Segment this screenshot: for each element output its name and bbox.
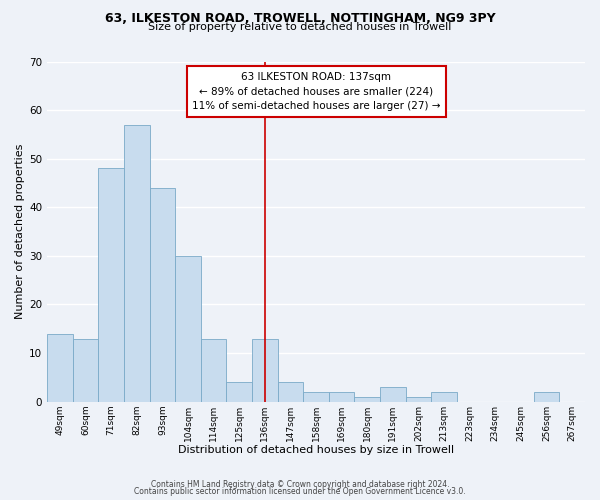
Bar bbox=[380, 387, 406, 402]
Bar bbox=[431, 392, 457, 402]
Bar bbox=[303, 392, 329, 402]
Bar bbox=[149, 188, 175, 402]
Text: 63, ILKESTON ROAD, TROWELL, NOTTINGHAM, NG9 3PY: 63, ILKESTON ROAD, TROWELL, NOTTINGHAM, … bbox=[104, 12, 496, 26]
Bar bbox=[201, 338, 226, 402]
Bar bbox=[329, 392, 355, 402]
Bar bbox=[47, 334, 73, 402]
Bar bbox=[406, 397, 431, 402]
Text: Contains HM Land Registry data © Crown copyright and database right 2024.: Contains HM Land Registry data © Crown c… bbox=[151, 480, 449, 489]
Bar bbox=[278, 382, 303, 402]
Text: Size of property relative to detached houses in Trowell: Size of property relative to detached ho… bbox=[148, 22, 452, 32]
Bar bbox=[534, 392, 559, 402]
Bar bbox=[175, 256, 201, 402]
Text: 63 ILKESTON ROAD: 137sqm
← 89% of detached houses are smaller (224)
11% of semi-: 63 ILKESTON ROAD: 137sqm ← 89% of detach… bbox=[192, 72, 440, 112]
Bar bbox=[226, 382, 252, 402]
Bar bbox=[252, 338, 278, 402]
Bar bbox=[98, 168, 124, 402]
Text: Contains public sector information licensed under the Open Government Licence v3: Contains public sector information licen… bbox=[134, 488, 466, 496]
X-axis label: Distribution of detached houses by size in Trowell: Distribution of detached houses by size … bbox=[178, 445, 454, 455]
Bar bbox=[124, 124, 149, 402]
Y-axis label: Number of detached properties: Number of detached properties bbox=[15, 144, 25, 320]
Bar bbox=[73, 338, 98, 402]
Bar bbox=[355, 397, 380, 402]
